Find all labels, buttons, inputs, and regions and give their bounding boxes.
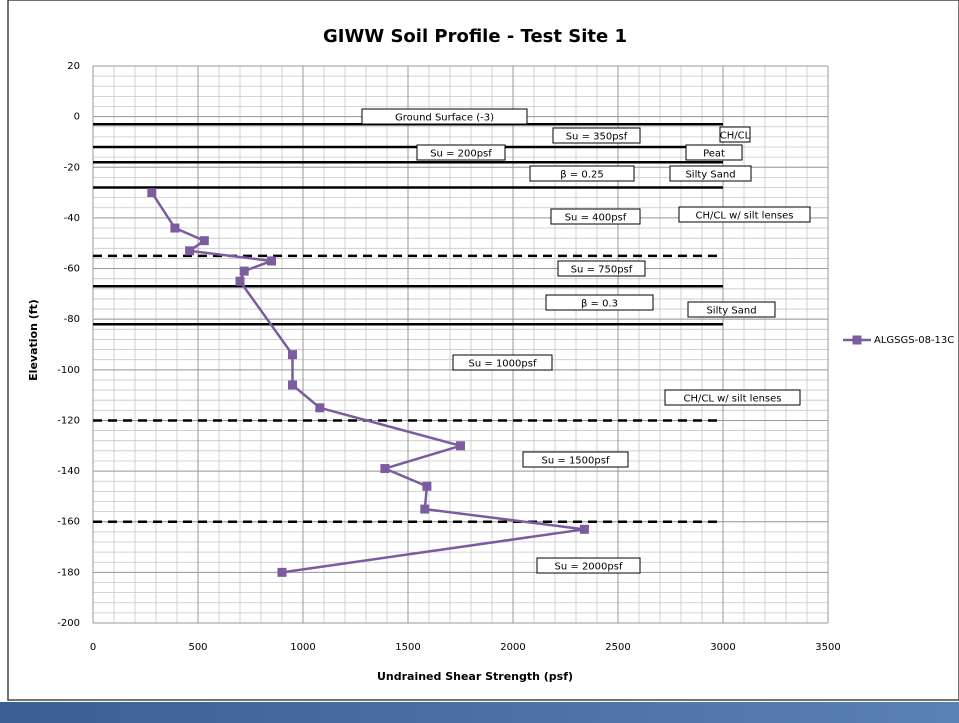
annotation: Su = 200psf — [430, 149, 492, 160]
y-tick-label: -60 — [64, 264, 80, 275]
bottom-band — [0, 702, 959, 723]
annotation: Silty Sand — [706, 306, 756, 317]
x-tick-label: 2500 — [605, 642, 630, 653]
annotation-box — [687, 301, 776, 318]
marker — [199, 236, 209, 246]
y-tick-label: -200 — [57, 618, 80, 629]
legend-marker — [852, 335, 862, 345]
annotation-box — [678, 206, 811, 223]
annotation: CH/CL w/ silt lenses — [683, 394, 781, 405]
annotation-box — [719, 126, 751, 143]
marker — [456, 441, 465, 451]
annotation-box — [522, 451, 629, 468]
y-tick-label: -80 — [64, 314, 80, 325]
marker — [288, 380, 297, 390]
annotation-box — [416, 144, 506, 161]
y-tick-label: -140 — [57, 466, 80, 477]
series-line — [150, 191, 585, 574]
y-tick-label: -100 — [57, 365, 80, 376]
y-tick-label: -160 — [57, 517, 80, 528]
annotation: Peat — [703, 149, 725, 160]
annotation: Su = 750psf — [571, 265, 633, 276]
marker — [380, 464, 390, 474]
y-tick-label: -40 — [64, 213, 80, 224]
y-tick-label: -180 — [57, 567, 80, 578]
y-tick-label: 0 — [74, 112, 80, 123]
annotation-box — [552, 127, 641, 144]
annotation: β = 0.25 — [560, 170, 603, 181]
annotation-box — [664, 389, 801, 406]
annotation-box — [669, 165, 752, 182]
marker — [288, 350, 297, 360]
chart-frame — [7, 0, 959, 701]
marker — [267, 256, 276, 266]
y-tick-label: -20 — [64, 162, 80, 173]
annotation-box — [545, 294, 654, 311]
annotation-box — [685, 144, 743, 161]
annotation: Su = 350psf — [566, 132, 628, 143]
marker — [235, 276, 245, 286]
annotation: β = 0.3 — [581, 299, 618, 310]
x-tick-label: 3000 — [710, 642, 735, 653]
annotation: Silty Sand — [685, 170, 735, 181]
x-axis-title: Undrained Shear Strength (psf) — [377, 670, 573, 683]
y-axis-title: Elevation (ft) — [27, 299, 40, 381]
annotation: Su = 1500psf — [542, 456, 610, 467]
marker — [277, 567, 287, 577]
annotation-box — [452, 354, 553, 371]
annotation: Ground Surface (-3) — [395, 113, 494, 124]
x-tick-label: 2000 — [500, 642, 525, 653]
x-tick-label: 0 — [90, 642, 96, 653]
chart-title: GIWW Soil Profile - Test Site 1 — [323, 26, 627, 47]
x-tick-label: 500 — [188, 642, 207, 653]
annotation-box — [557, 260, 646, 277]
marker — [420, 504, 430, 514]
y-tick-label: 20 — [67, 61, 80, 72]
annotation: Su = 2000psf — [555, 562, 623, 573]
annotation: Su = 1000psf — [469, 359, 537, 370]
legend-label: ALGSGS-08-13C — [874, 335, 954, 346]
annotation: Su = 400psf — [565, 213, 627, 224]
marker — [147, 188, 157, 198]
x-tick-label: 1000 — [290, 642, 315, 653]
annotation-box — [536, 557, 641, 574]
annotation-box — [361, 108, 528, 125]
annotation: CH/CL — [720, 131, 751, 142]
x-tick-label: 3500 — [815, 642, 840, 653]
marker — [422, 481, 432, 491]
marker — [170, 223, 180, 233]
annotation-box — [529, 165, 635, 182]
annotation: CH/CL w/ silt lenses — [695, 211, 793, 222]
y-tick-label: -120 — [57, 415, 80, 426]
marker — [185, 246, 195, 256]
marker — [239, 266, 249, 276]
marker — [579, 524, 589, 534]
annotation-box — [550, 208, 641, 225]
x-tick-label: 1500 — [395, 642, 420, 653]
marker — [315, 403, 325, 413]
